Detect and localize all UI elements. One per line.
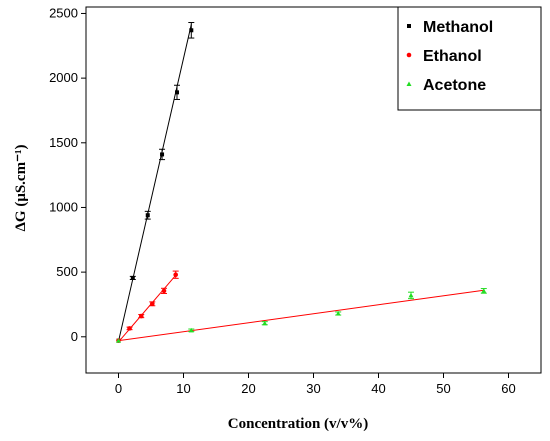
acetone-point xyxy=(262,320,268,326)
y-tick-label: 2500 xyxy=(49,5,78,20)
acetone-point xyxy=(481,288,487,293)
y-tick-label: 1500 xyxy=(49,135,78,150)
y-tick-label: 1000 xyxy=(49,199,78,214)
x-tick-label: 30 xyxy=(306,381,320,396)
ethanol-fit-line xyxy=(118,275,177,343)
ethanol-point xyxy=(150,301,155,307)
fit-lines xyxy=(118,24,484,343)
ethanol-point xyxy=(138,313,144,319)
acetone-fit-line xyxy=(118,289,484,342)
legend-label-acetone: Acetone xyxy=(423,77,486,94)
axis-ticks: 0 10 20 30 40 50 60 0 500 1000 1500 2000 2500 xyxy=(49,5,516,396)
y-tick-label: 0 xyxy=(71,329,78,344)
legend-marker-methanol xyxy=(407,24,411,28)
methanol-fit-line xyxy=(118,24,192,342)
y-tick-label: 2000 xyxy=(49,70,78,85)
ethanol-point xyxy=(173,272,178,278)
x-tick-label: 60 xyxy=(501,381,515,396)
legend: Methanol Ethanol Acetone xyxy=(397,6,542,111)
methanol-point xyxy=(145,213,150,218)
acetone-point xyxy=(335,311,341,316)
legend-marker-ethanol xyxy=(406,52,412,58)
data-points xyxy=(116,28,487,343)
x-axis-title: Concentration (v/v%) xyxy=(228,416,368,432)
ethanol-point xyxy=(161,288,167,294)
x-tick-label: 0 xyxy=(115,381,122,396)
methanol-point xyxy=(130,275,135,280)
legend-label-methanol: Methanol xyxy=(423,19,493,36)
methanol-point xyxy=(189,28,194,33)
methanol-point xyxy=(175,90,179,95)
legend-box xyxy=(397,6,542,111)
y-axis-title: ΔG (μS.cm⁻¹) xyxy=(13,145,29,232)
methanol-point xyxy=(160,152,165,157)
y-tick-label: 500 xyxy=(56,264,78,279)
acetone-point xyxy=(408,292,414,298)
legend-marker-acetone xyxy=(406,81,412,86)
x-tick-label: 10 xyxy=(176,381,190,396)
acetone-point xyxy=(116,338,121,343)
x-tick-label: 50 xyxy=(436,381,450,396)
acetone-point xyxy=(188,327,194,333)
x-tick-label: 20 xyxy=(241,381,255,396)
ethanol-point xyxy=(127,326,132,331)
legend-label-ethanol: Ethanol xyxy=(423,48,482,65)
x-tick-label: 40 xyxy=(371,381,385,396)
